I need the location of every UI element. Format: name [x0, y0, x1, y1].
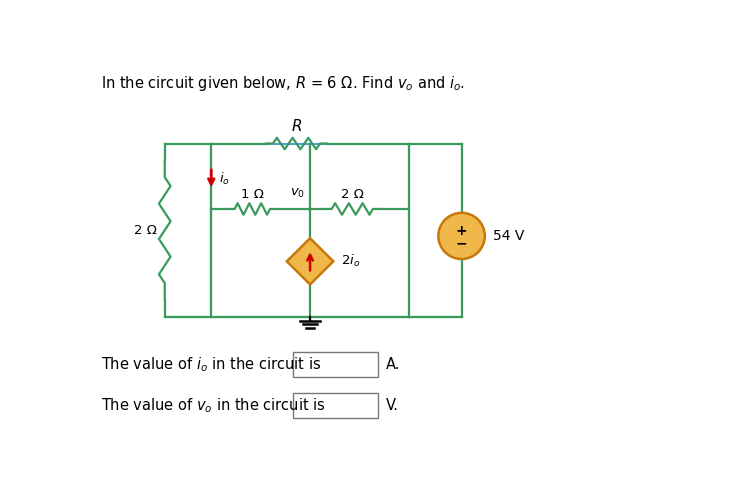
Text: The value of $v_o$ in the circuit is: The value of $v_o$ in the circuit is — [101, 396, 326, 414]
Text: A.: A. — [386, 357, 400, 372]
Text: +: + — [456, 223, 467, 237]
Text: 2 Ω: 2 Ω — [341, 188, 364, 201]
Text: In the circuit given below, $R$ = 6 Ω. Find $v_o$ and $i_o$.: In the circuit given below, $R$ = 6 Ω. F… — [101, 74, 465, 93]
Text: The value of $i_o$ in the circuit is: The value of $i_o$ in the circuit is — [101, 355, 321, 374]
Polygon shape — [286, 238, 333, 284]
Text: $i_o$: $i_o$ — [219, 171, 230, 187]
Text: $v_0$: $v_0$ — [289, 188, 305, 201]
Text: V.: V. — [386, 398, 399, 413]
Text: $R$: $R$ — [291, 118, 302, 133]
Text: −: − — [456, 236, 467, 250]
Text: 2 Ω: 2 Ω — [134, 224, 157, 236]
Circle shape — [438, 213, 485, 259]
Text: 1 Ω: 1 Ω — [241, 188, 264, 201]
Text: $2i_o$: $2i_o$ — [341, 254, 360, 270]
Text: 54 V: 54 V — [493, 229, 524, 243]
